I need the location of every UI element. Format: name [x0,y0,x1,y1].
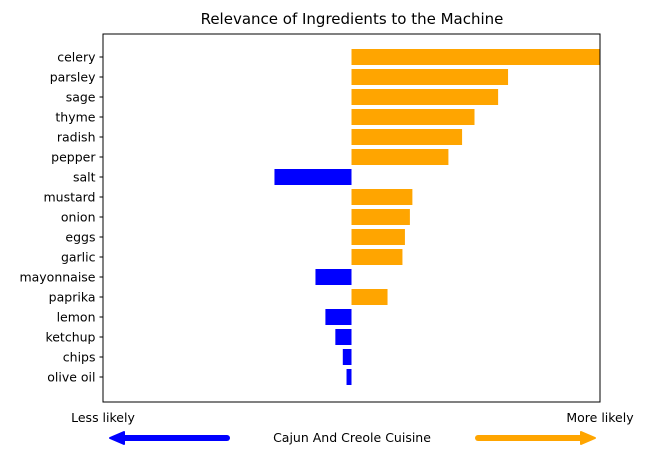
plot-frame [102,33,601,403]
bar-onion [351,209,410,225]
x-axis-right-label: More likely [566,410,634,425]
x-axis-left-label: Less likely [71,410,135,425]
bar-olive-oil [346,369,352,385]
y-tick-label-garlic: garlic [61,250,96,265]
bar-sage [351,89,499,105]
y-tick-label-ketchup: ketchup [45,330,95,345]
y-tick-label-mayonnaise: mayonnaise [19,270,95,285]
y-tick-label-lemon: lemon [57,310,96,325]
right-arrow [475,431,596,445]
cuisine-label: Cajun And Creole Cuisine [273,430,431,445]
chart-title: Relevance of Ingredients to the Machine [201,10,504,28]
y-tick-label-eggs: eggs [65,230,95,245]
bar-salt [274,169,352,185]
left-arrow-head [109,431,125,445]
y-ticks: celery parsley sage thyme radish pepper salt mu… [19,50,103,385]
y-tick-label-parsley: parsley [50,70,96,85]
right-arrow-head [580,431,596,445]
bars-layer [274,49,600,385]
bar-parsley [351,69,509,85]
y-tick-label-paprika: paprika [49,290,96,305]
y-tick-label-pepper: pepper [51,150,96,165]
y-tick-label-mustard: mustard [43,190,95,205]
bar-paprika [351,289,388,305]
y-tick-label-salt: salt [73,170,96,185]
bar-thyme [351,109,475,125]
y-tick-label-celery: celery [57,50,96,65]
y-tick-label-thyme: thyme [55,110,95,125]
bar-chips [342,349,352,365]
bar-mayonnaise [315,269,352,285]
bar-ketchup [335,329,352,345]
bar-celery [351,49,600,65]
bar-radish [351,129,463,145]
y-tick-label-olive-oil: olive oil [47,370,95,385]
y-tick-label-sage: sage [66,90,96,105]
left-arrow [109,431,230,445]
y-tick-label-onion: onion [61,210,96,225]
bar-mustard [351,189,413,205]
y-tick-label-radish: radish [57,130,96,145]
bar-eggs [351,229,405,245]
bar-lemon [325,309,352,325]
bar-pepper [351,149,449,165]
bar-garlic [351,249,403,265]
y-tick-label-chips: chips [63,350,96,365]
